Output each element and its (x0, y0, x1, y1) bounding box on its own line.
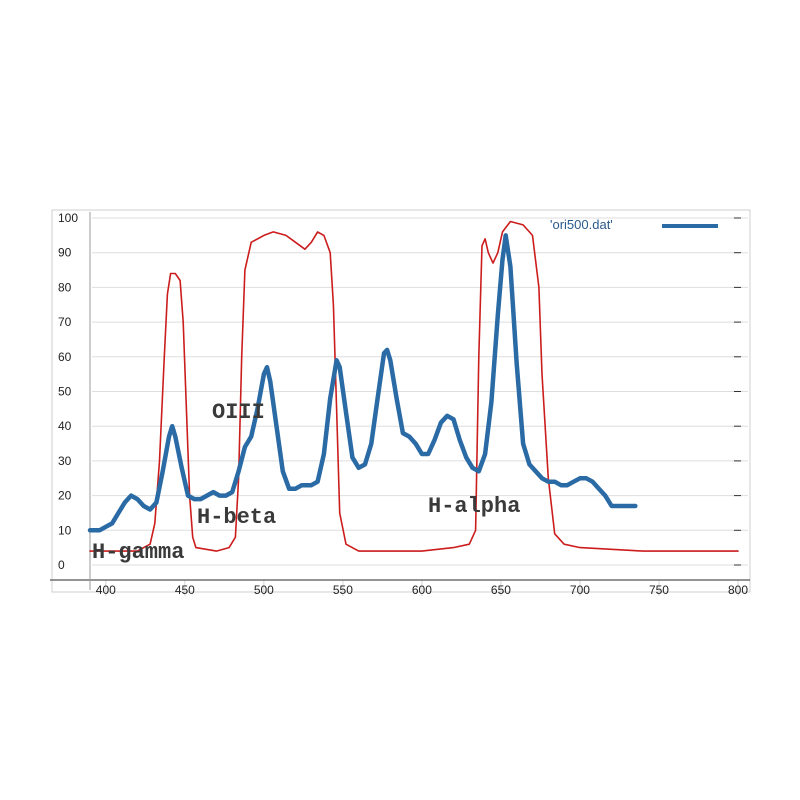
y-tick-label: 30 (58, 454, 72, 468)
y-tick-label: 20 (58, 489, 72, 503)
x-tick-label: 800 (728, 583, 748, 597)
series-line-filter (89, 220, 739, 552)
y-tick-label: 100 (58, 211, 78, 225)
legend: 'ori500.dat' (550, 217, 718, 232)
legend-label: 'ori500.dat' (550, 217, 613, 232)
y-tick-label: 70 (58, 315, 72, 329)
x-tick-label: 650 (491, 583, 511, 597)
y-tick-label: 40 (58, 419, 72, 433)
x-tick-label: 700 (570, 583, 590, 597)
grid (92, 217, 748, 596)
annotation-h-alpha: H-alpha (428, 494, 520, 519)
y-tick-label: 90 (58, 246, 72, 260)
x-tick-label: 550 (333, 583, 353, 597)
x-tick-label: 400 (96, 583, 116, 597)
y-tick-label: 10 (58, 523, 72, 537)
y-tick-label: 80 (58, 280, 72, 294)
y-tick-label: 0 (58, 558, 65, 572)
y-ticks: 0 10 20 30 40 50 60 70 80 90 100 (58, 211, 741, 572)
annotation-h-beta: H-beta (197, 505, 276, 530)
x-ticks: 400 450 500 550 600 650 700 750 800 (96, 583, 749, 597)
y-tick-label: 50 (58, 385, 72, 399)
series (87, 220, 739, 552)
series-line-spectrum (87, 233, 638, 533)
x-tick-label: 450 (175, 583, 195, 597)
annotation-oiii: OIII (212, 400, 265, 425)
x-tick-label: 750 (649, 583, 669, 597)
y-tick-label: 60 (58, 350, 72, 364)
annotation-h-gamma: H-gamma (92, 540, 184, 565)
x-tick-label: 500 (254, 583, 274, 597)
x-tick-label: 600 (412, 583, 432, 597)
plot-frame (51, 209, 751, 593)
